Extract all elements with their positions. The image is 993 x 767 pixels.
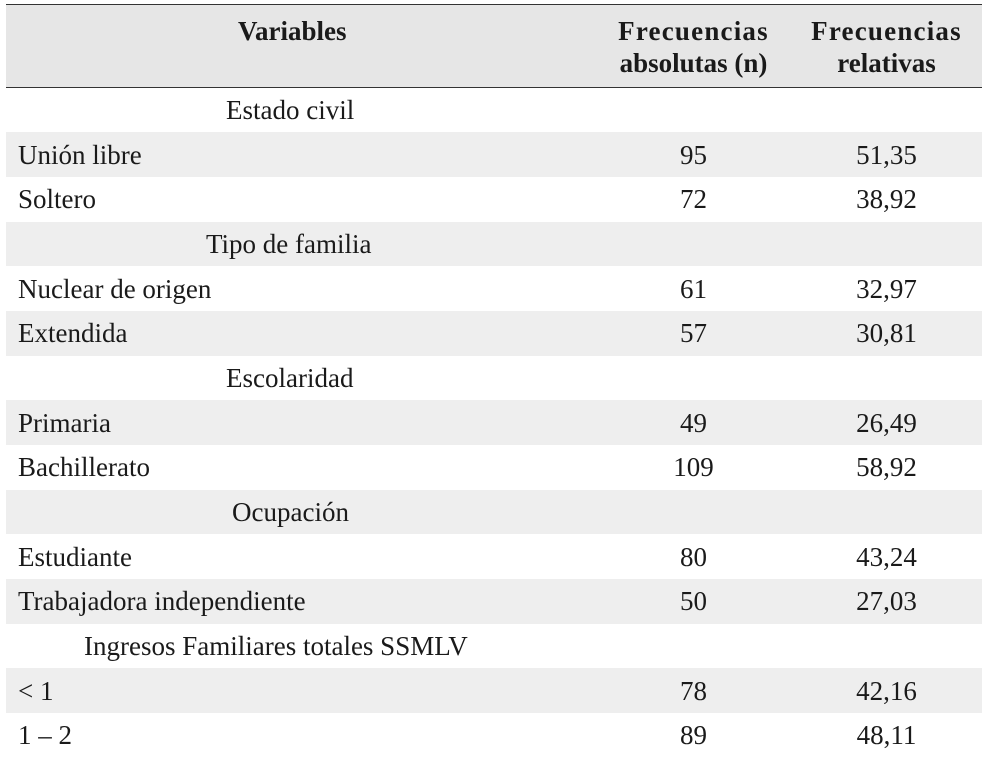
table-row: Soltero 72 38,92 (6, 177, 982, 222)
table-row: Trabajadora independiente 50 27,03 (6, 579, 982, 624)
table-row: Unión libre 95 51,35 (6, 132, 982, 177)
row-label: Soltero (18, 184, 96, 215)
table-row: 1 – 2 89 48,11 (6, 713, 982, 758)
section-row-tipo-de-familia: Tipo de familia (6, 221, 982, 267)
row-relative-value: 43,24 (856, 541, 917, 572)
section-title: Estado civil (226, 95, 355, 126)
row-relative-value: 32,97 (856, 273, 917, 304)
row-absolute-value: 61 (680, 273, 707, 304)
row-absolute-value: 57 (680, 318, 707, 349)
row-relative-value: 48,11 (856, 720, 917, 751)
section-title: Ingresos Familiares totales SSMLV (84, 631, 468, 662)
row-absolute-value: 49 (680, 407, 707, 438)
row-relative-value: 38,92 (856, 184, 917, 215)
table-body: Estado civil Unión libre 95 51,35 Solter… (6, 88, 982, 758)
row-absolute-value: 109 (673, 452, 714, 483)
row-label: Extendida (18, 318, 128, 349)
row-relative-value: 26,49 (856, 407, 917, 438)
header-abs-line2: absolutas (n) (619, 48, 768, 78)
section-row-ingresos: Ingresos Familiares totales SSMLV (6, 624, 982, 669)
header-row: Variables Frecuencias absolutas (n) Frec… (6, 4, 982, 88)
row-label: Bachillerato (18, 452, 150, 483)
row-absolute-value: 72 (680, 184, 707, 215)
header-relative-frequency: Frecuencias relativas (791, 4, 982, 88)
section-title: Escolaridad (226, 362, 354, 393)
row-label: < 1 (18, 675, 54, 706)
header-rel-line2: relativas (837, 48, 936, 78)
table-row: Estudiante 80 43,24 (6, 534, 982, 579)
table-header: Variables Frecuencias absolutas (n) Frec… (6, 4, 982, 88)
row-relative-value: 51,35 (856, 139, 917, 170)
row-label: Nuclear de origen (18, 273, 212, 304)
row-absolute-value: 50 (680, 586, 707, 617)
header-rel-line1: Frecuencias (811, 16, 962, 46)
row-relative-value: 30,81 (856, 318, 917, 349)
frequency-table: Variables Frecuencias absolutas (n) Frec… (6, 4, 982, 758)
header-abs-line1: Frecuencias (618, 16, 769, 46)
table-row: Nuclear de origen 61 32,97 (6, 266, 982, 311)
row-label: Primaria (18, 407, 111, 438)
header-absolute-frequency: Frecuencias absolutas (n) (596, 4, 791, 88)
row-absolute-value: 80 (680, 541, 707, 572)
section-title: Ocupación (232, 497, 349, 528)
row-absolute-value: 78 (680, 675, 707, 706)
section-row-ocupacion: Ocupación (6, 489, 982, 535)
table-row: Primaria 49 26,49 (6, 400, 982, 445)
table-row: Bachillerato 109 58,92 (6, 445, 982, 490)
row-relative-value: 42,16 (856, 675, 917, 706)
section-row-escolaridad: Escolaridad (6, 356, 982, 401)
row-relative-value: 27,03 (856, 586, 917, 617)
section-row-estado-civil: Estado civil (6, 88, 982, 133)
row-label: Estudiante (18, 541, 132, 572)
row-relative-value: 58,92 (856, 452, 917, 483)
table-row: < 1 78 42,16 (6, 668, 982, 714)
section-title: Tipo de familia (206, 228, 372, 259)
header-variables: Variables (6, 4, 596, 88)
table-row: Extendida 57 30,81 (6, 310, 982, 356)
row-absolute-value: 95 (680, 139, 707, 170)
data-table-container: Variables Frecuencias absolutas (n) Frec… (6, 4, 982, 758)
row-label: Unión libre (18, 139, 142, 170)
row-label: Trabajadora independiente (18, 586, 306, 617)
row-label: 1 – 2 (18, 720, 72, 751)
row-absolute-value: 89 (680, 720, 707, 751)
